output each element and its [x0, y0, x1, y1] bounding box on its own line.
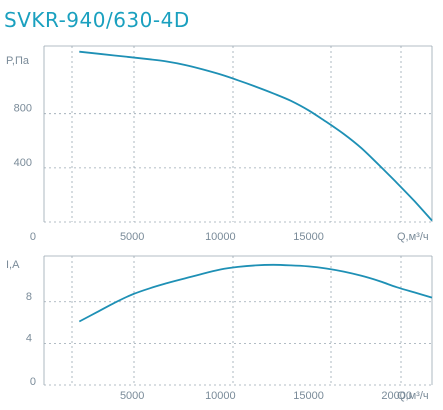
series-line	[79, 50, 433, 222]
pressure-chart: 400 800 0 5000 10000 15000 P,Па Q,м³/ч	[6, 45, 433, 243]
x-tick-label: 10000	[205, 231, 236, 243]
y-axis-label: P,Па	[6, 55, 30, 67]
x-tick-label: 20000	[381, 390, 412, 402]
current-chart: 4 8 0 5000 10000 15000 20000 I,A Q,м³/ч	[6, 255, 433, 402]
x-tick-label: 10000	[205, 390, 236, 402]
x-axis-label: Q,м³/ч	[397, 231, 429, 243]
y-tick-label: 0	[30, 376, 36, 388]
series-line	[78, 263, 433, 323]
chart-title: SVKR-940/630-4D	[4, 8, 190, 32]
y-tick-label: 8	[26, 291, 32, 303]
y-tick-label: 0	[30, 231, 36, 243]
y-tick-label: 800	[14, 103, 32, 115]
x-tick-label: 15000	[293, 390, 324, 402]
y-tick-label: 4	[26, 332, 32, 344]
y-tick-label: 400	[14, 157, 32, 169]
x-tick-label: 15000	[293, 231, 324, 243]
y-axis-label: I,A	[6, 259, 20, 271]
x-tick-label: 5000	[120, 231, 144, 243]
x-tick-label: 5000	[120, 390, 144, 402]
x-axis-label: Q,м³/ч	[397, 390, 429, 402]
